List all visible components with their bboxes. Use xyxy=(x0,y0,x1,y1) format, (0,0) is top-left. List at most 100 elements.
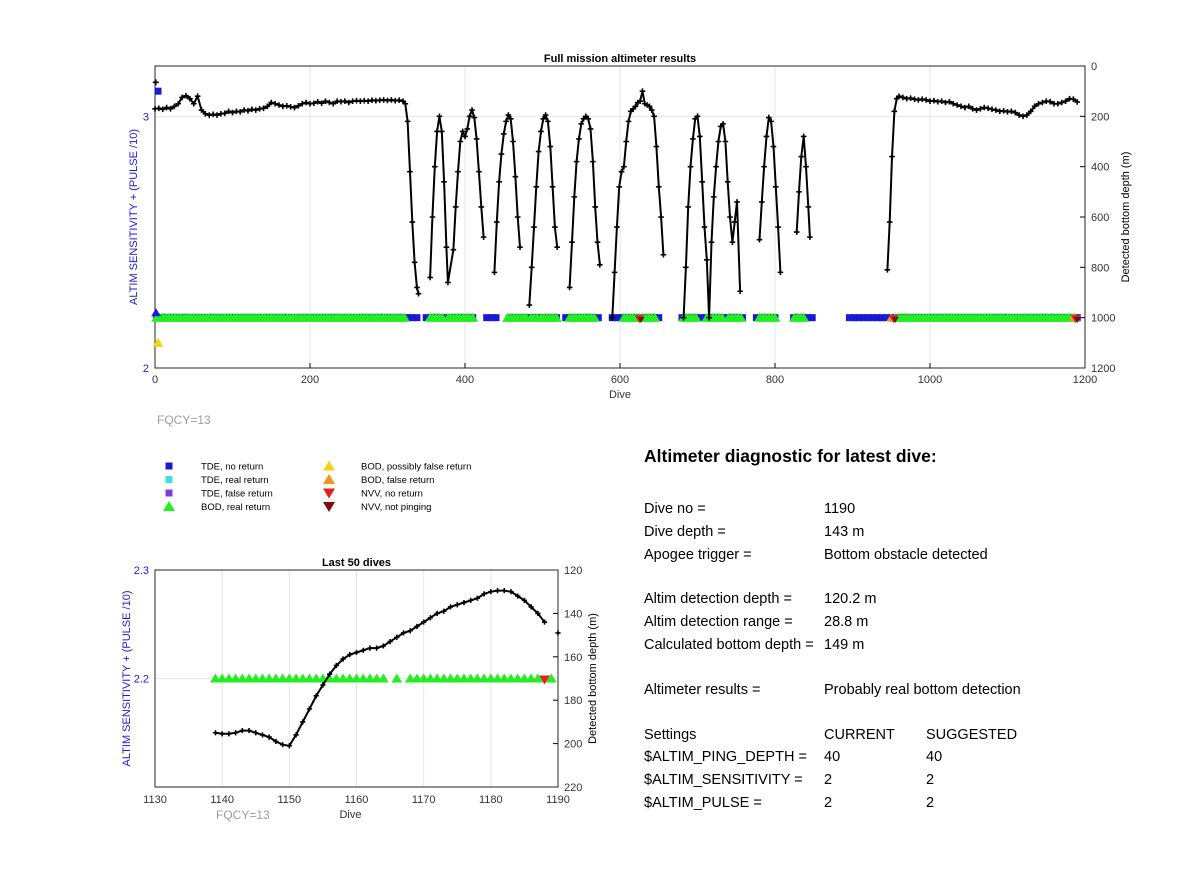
x-tick-label: 1140 xyxy=(210,794,234,806)
bod-real-marker xyxy=(589,312,600,322)
fqcy-label-bottom: FQCY=13 xyxy=(216,808,270,822)
depth-point xyxy=(508,589,514,595)
depth-point xyxy=(407,628,413,634)
depth-point xyxy=(374,645,380,651)
tde-no-return-marker xyxy=(869,314,877,322)
diagnostic-title: Altimeter diagnostic for latest dive: xyxy=(644,446,937,466)
depth-point xyxy=(387,639,393,645)
tde-no-return-marker xyxy=(697,314,705,322)
bod-real-marker xyxy=(399,312,410,322)
diagnostic-suggested: 2 xyxy=(926,772,935,788)
x-tick-label: 1000 xyxy=(918,374,942,386)
diagnostic-value: 120.2 m xyxy=(824,591,877,607)
diagnostic-value: 149 m xyxy=(824,637,865,653)
legend-item: BOD, possibly false return xyxy=(323,460,471,473)
legend-item: TDE, real return xyxy=(165,475,269,486)
legend-triangle-up-icon xyxy=(163,501,175,511)
depth-point xyxy=(400,630,407,636)
depth-point xyxy=(488,589,494,595)
depth-line-segment xyxy=(886,95,1078,270)
y2-tick-label: 600 xyxy=(1091,212,1109,224)
depth-point xyxy=(327,671,333,677)
tde-settings-marker xyxy=(154,87,162,95)
legend-item: NVV, not pinging xyxy=(323,502,431,513)
bod-real-marker xyxy=(649,312,661,322)
depth-point xyxy=(441,608,447,614)
y-axis-label: ALTIM SENSITIVITY + (PULSE /10) xyxy=(121,591,133,767)
tde-no-return-marker xyxy=(752,314,760,322)
y2-tick-label: 180 xyxy=(564,695,582,707)
bod-real-marker xyxy=(532,673,544,683)
legend-label: NVV, not pinging xyxy=(361,502,431,513)
bod-real-marker xyxy=(798,312,810,322)
depth-line-segment xyxy=(528,112,559,306)
diagnostic-value: Probably real bottom detection xyxy=(824,682,1021,698)
y2-tick-label: 1000 xyxy=(1091,313,1115,325)
bod-real-marker xyxy=(467,312,479,322)
tde-no-return-marker xyxy=(594,314,602,322)
tde-no-return-marker xyxy=(404,314,412,322)
y2-tick-label: 200 xyxy=(1091,111,1109,123)
y-tick-label: 2 xyxy=(143,363,149,375)
legend-triangle-down-icon xyxy=(323,502,335,512)
chart-title: Full mission altimeter results xyxy=(544,53,696,65)
y-tick-label: 2.2 xyxy=(134,674,149,686)
x-tick-label: 1160 xyxy=(345,794,369,806)
depth-point xyxy=(233,730,239,736)
legend-triangle-up-icon xyxy=(323,460,335,471)
x-tick-label: 1180 xyxy=(479,794,503,806)
legend-triangle-up-icon xyxy=(323,474,335,484)
depth-point xyxy=(246,727,252,734)
tde-no-return-marker xyxy=(864,314,872,322)
y2-tick-label: 400 xyxy=(1091,162,1109,174)
bod-real-marker xyxy=(551,312,562,322)
x-tick-label: 1190 xyxy=(546,794,570,806)
depth-point xyxy=(313,693,319,699)
legend-triangle-down-icon xyxy=(323,488,335,499)
depth-point xyxy=(394,634,400,640)
x-tick-label: 400 xyxy=(456,374,474,386)
depth-point xyxy=(266,734,272,740)
y-tick-label: 3 xyxy=(143,111,149,123)
diagnostic-label: $ALTIM_SENSITIVITY = xyxy=(644,772,803,788)
x-tick-label: 1130 xyxy=(143,794,167,806)
depth-point xyxy=(481,591,487,597)
tde-no-return-marker xyxy=(422,314,430,322)
depth-line-segment xyxy=(758,114,782,273)
bod-real-marker xyxy=(690,312,702,322)
diagnostic-value: CURRENT xyxy=(824,727,895,743)
depth-point xyxy=(468,597,474,603)
y2-tick-label: 160 xyxy=(564,652,582,664)
depth-point xyxy=(333,662,339,669)
tde-no-return-marker xyxy=(408,314,416,322)
diagnostic-label: Apogee trigger = xyxy=(644,547,752,563)
depth-line-segment xyxy=(493,112,521,273)
legend-item: BOD, real return xyxy=(163,501,270,513)
last-50-dives-chart: 1130 1140 1150 1160 1170 1180 1190 2.2 2.3 120 140… xyxy=(121,557,599,821)
depth-point xyxy=(273,738,279,745)
x-axis-label: Dive xyxy=(339,809,361,821)
depth-line-segment xyxy=(154,93,420,295)
legend: TDE, no return TDE, real return TDE, false… xyxy=(163,460,471,513)
y2-tick-label: 200 xyxy=(564,739,582,751)
y-tick-label: 2.3 xyxy=(134,565,149,577)
diagnostic-suggested: SUGGESTED xyxy=(926,727,1018,743)
depth-point xyxy=(414,623,420,630)
y2-tick-label: 1200 xyxy=(1091,363,1115,375)
depth-point xyxy=(259,732,266,738)
depth-point xyxy=(253,730,259,736)
depth-point xyxy=(367,645,373,651)
depth-point xyxy=(280,742,286,748)
depth-point xyxy=(454,602,460,608)
depth-point xyxy=(286,743,292,749)
depth-point xyxy=(461,599,467,606)
y2-tick-label: 800 xyxy=(1091,262,1109,274)
y-axis-label: ALTIM SENSITIVITY + (PULSE /10) xyxy=(128,129,140,305)
x-tick-label: 600 xyxy=(611,374,629,386)
legend-square-icon xyxy=(165,476,173,483)
depth-point xyxy=(434,610,440,616)
depth-point xyxy=(293,732,299,738)
depth-point xyxy=(226,731,232,737)
depth-point xyxy=(353,649,360,656)
diagnostic-label: Altim detection depth = xyxy=(644,591,792,607)
